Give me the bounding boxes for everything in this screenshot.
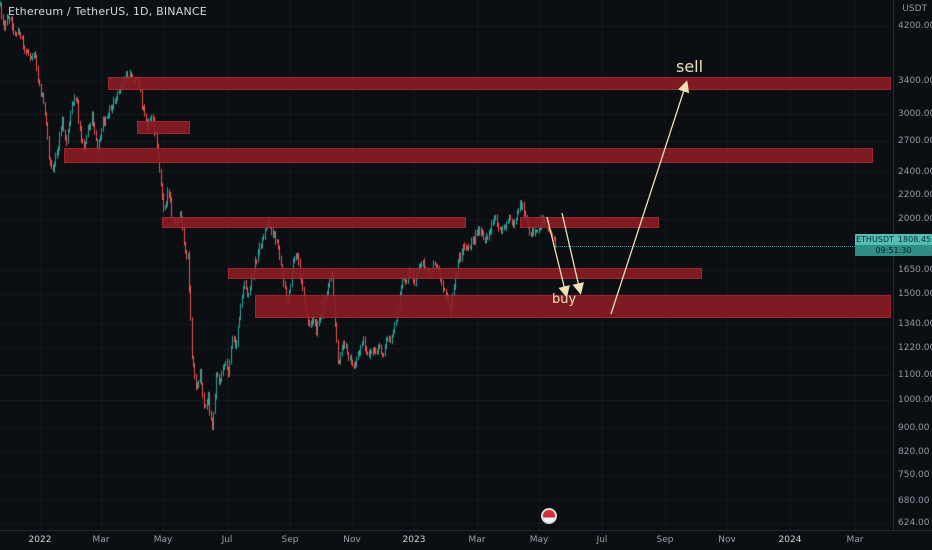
time-tick-0-2022: 2022: [28, 535, 52, 545]
time-tick-8-may: May: [529, 535, 549, 545]
time-tick-13-mar: Mar: [846, 535, 864, 545]
time-tick-3-jul: Jul: [221, 535, 233, 545]
buy-annotation-label[interactable]: buy: [552, 292, 577, 307]
time-tick-12-2024: 2024: [778, 535, 802, 545]
price-tick-750: 750.00: [898, 470, 930, 480]
price-tick-1220: 1220.00: [898, 343, 932, 354]
chart-plot-area[interactable]: Ethereum / TetherUS, 1D, BINANCE buy sel…: [0, 0, 893, 530]
price-tick-3000: 3000.00: [898, 108, 932, 119]
price-tick-2400: 2400.00: [898, 166, 932, 177]
badge-symbol: ETHUSDT: [855, 235, 894, 244]
last-price-badge: ETHUSDT 1808.45 09:51:30: [855, 234, 932, 256]
supply-demand-zone-5[interactable]: [520, 217, 659, 228]
badge-price: 1808.45: [897, 235, 932, 244]
supply-demand-zone-6[interactable]: [228, 267, 702, 280]
price-tick-4200: 4200.00: [898, 21, 932, 32]
publisher-avatar-icon: [541, 508, 557, 524]
price-tick-680: 680.00: [898, 495, 930, 506]
supply-demand-zone-3[interactable]: [64, 148, 873, 164]
price-tick-1650: 1650.00: [898, 264, 932, 275]
price-tick-2000: 2000.00: [898, 214, 932, 225]
time-tick-7-mar: Mar: [468, 535, 486, 545]
symbol-title[interactable]: Ethereum / TetherUS, 1D, BINANCE: [8, 5, 207, 18]
sell-annotation-label[interactable]: sell: [676, 57, 704, 76]
price-tick-1500: 1500.00: [898, 289, 932, 300]
price-tick-1000: 1000.00: [898, 395, 932, 405]
time-tick-1-mar: Mar: [92, 535, 110, 545]
time-tick-4-sep: Sep: [281, 535, 299, 545]
time-tick-5-nov: Nov: [343, 535, 361, 545]
price-tick-820: 820.00: [898, 446, 930, 457]
price-tick-2200: 2200.00: [898, 189, 932, 200]
last-price-line: [556, 245, 893, 247]
time-tick-11-nov: Nov: [718, 535, 736, 545]
price-tick-2700: 2700.00: [898, 136, 932, 147]
time-tick-9-jul: Jul: [596, 535, 608, 545]
price-tick-3400: 3400.00: [898, 76, 932, 87]
time-axis[interactable]: 2022 Mar May Jul Sep Nov 2023 Mar May Jul Sep Nov 20…: [0, 530, 932, 550]
price-axis-unit-label: USDT: [902, 4, 927, 14]
price-tick-1100: 1100.00: [898, 370, 932, 381]
time-tick-10-sep: Sep: [656, 535, 674, 545]
supply-demand-zone-1[interactable]: [108, 77, 891, 90]
price-tick-900: 900.00: [898, 422, 930, 433]
supply-demand-zone-2[interactable]: [137, 121, 190, 135]
price-tick-1340: 1340.00: [898, 318, 932, 329]
supply-demand-zone-7[interactable]: [255, 294, 891, 318]
price-axis[interactable]: USDT 4200.00 3400.00 3000.00 2700.00 2400.00…: [893, 0, 932, 530]
time-tick-6-2023: 2023: [402, 535, 426, 545]
supply-demand-zone-4[interactable]: [162, 217, 466, 228]
badge-countdown: 09:51:30: [855, 245, 932, 256]
price-tick-624: 624.00: [898, 517, 930, 528]
time-tick-2-may: May: [153, 535, 173, 545]
